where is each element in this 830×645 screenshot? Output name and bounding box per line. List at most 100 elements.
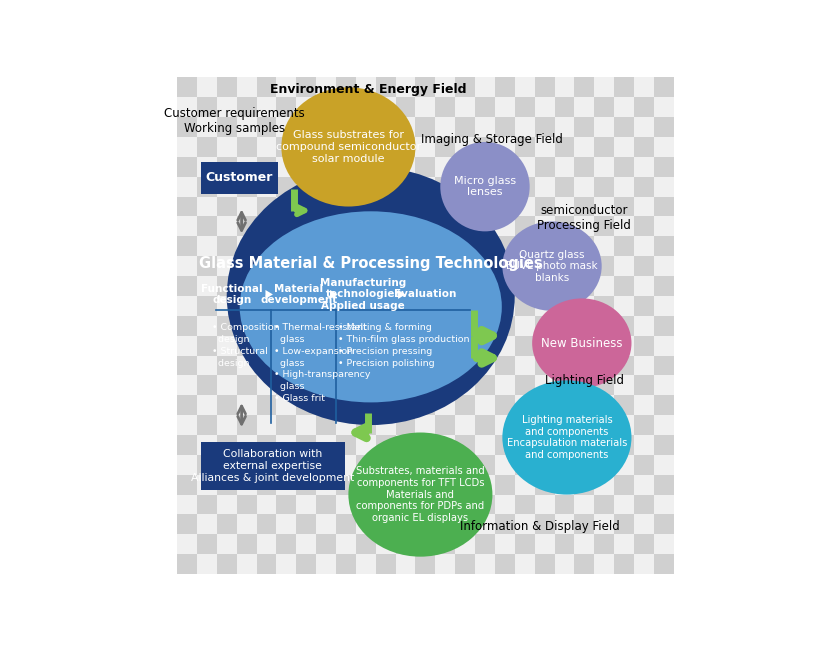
Bar (197, 475, 217, 495)
Bar (177, 276, 197, 296)
Bar (495, 276, 515, 296)
Bar (177, 375, 197, 395)
Bar (654, 137, 674, 157)
Bar (316, 57, 336, 77)
Bar (694, 495, 714, 515)
Text: • Melting & forming
• Thin-film glass production
• Precision pressing
• Precisio: • Melting & forming • Thin-film glass pr… (339, 323, 470, 368)
Bar (594, 554, 614, 574)
Bar (316, 435, 336, 455)
Bar (396, 515, 416, 534)
Text: Substrates, materials and
components for TFT LCDs
Materials and
components for P: Substrates, materials and components for… (356, 466, 485, 523)
Bar (614, 375, 634, 395)
Bar (197, 217, 217, 236)
Bar (515, 177, 535, 197)
Bar (197, 534, 217, 554)
Bar (535, 37, 554, 57)
Text: Quartz glass
EUVL photo mask
blanks: Quartz glass EUVL photo mask blanks (506, 250, 598, 283)
Bar (256, 475, 276, 495)
Bar (316, 217, 336, 236)
Bar (554, 375, 574, 395)
Bar (356, 296, 376, 316)
Bar (475, 335, 495, 355)
Bar (316, 236, 336, 256)
Bar (416, 256, 435, 276)
Bar (614, 395, 634, 415)
Bar (256, 455, 276, 475)
Bar (376, 415, 396, 435)
Bar (336, 217, 356, 236)
Bar (276, 455, 296, 475)
Bar (455, 495, 475, 515)
Bar (634, 335, 654, 355)
Bar (217, 515, 237, 534)
Bar (614, 415, 634, 435)
Bar (256, 197, 276, 217)
Bar (554, 455, 574, 475)
Bar (654, 57, 674, 77)
Bar (594, 37, 614, 57)
Bar (316, 335, 336, 355)
Bar (614, 117, 634, 137)
Bar (574, 395, 594, 415)
Bar (535, 157, 554, 177)
Bar (256, 554, 276, 574)
Bar (554, 495, 574, 515)
Bar (435, 177, 455, 197)
Bar (276, 296, 296, 316)
Bar (554, 236, 574, 256)
Bar (674, 415, 694, 435)
Bar (336, 256, 356, 276)
Bar (296, 395, 316, 415)
Bar (177, 296, 197, 316)
Bar (674, 355, 694, 375)
Bar (217, 177, 237, 197)
Bar (296, 256, 316, 276)
Bar (237, 137, 256, 157)
Ellipse shape (440, 142, 530, 232)
Bar (336, 157, 356, 177)
Bar (435, 117, 455, 137)
Bar (574, 197, 594, 217)
Bar (356, 256, 376, 276)
Bar (296, 217, 316, 236)
Bar (316, 77, 336, 97)
Bar (217, 395, 237, 415)
Bar (416, 534, 435, 554)
Bar (376, 97, 396, 117)
Bar (574, 157, 594, 177)
Bar (177, 316, 197, 335)
Bar (217, 335, 237, 355)
Bar (237, 276, 256, 296)
Bar (237, 77, 256, 97)
Bar (177, 415, 197, 435)
Bar (177, 57, 197, 77)
Bar (594, 276, 614, 296)
Bar (276, 117, 296, 137)
Bar (654, 77, 674, 97)
Bar (455, 534, 475, 554)
Bar (256, 296, 276, 316)
Bar (535, 335, 554, 355)
Bar (217, 475, 237, 495)
Bar (634, 435, 654, 455)
Bar (614, 455, 634, 475)
Text: Micro glass
lenses: Micro glass lenses (454, 176, 516, 197)
Bar (475, 276, 495, 296)
Bar (654, 355, 674, 375)
Bar (376, 534, 396, 554)
Bar (614, 554, 634, 574)
Bar (296, 236, 316, 256)
Bar (554, 97, 574, 117)
Bar (435, 217, 455, 236)
Bar (654, 515, 674, 534)
Bar (674, 455, 694, 475)
Bar (694, 296, 714, 316)
Bar (574, 475, 594, 495)
Bar (356, 335, 376, 355)
Bar (416, 117, 435, 137)
Bar (336, 335, 356, 355)
Bar (396, 475, 416, 495)
Bar (614, 137, 634, 157)
Text: Customer: Customer (206, 172, 273, 184)
Bar (435, 335, 455, 355)
